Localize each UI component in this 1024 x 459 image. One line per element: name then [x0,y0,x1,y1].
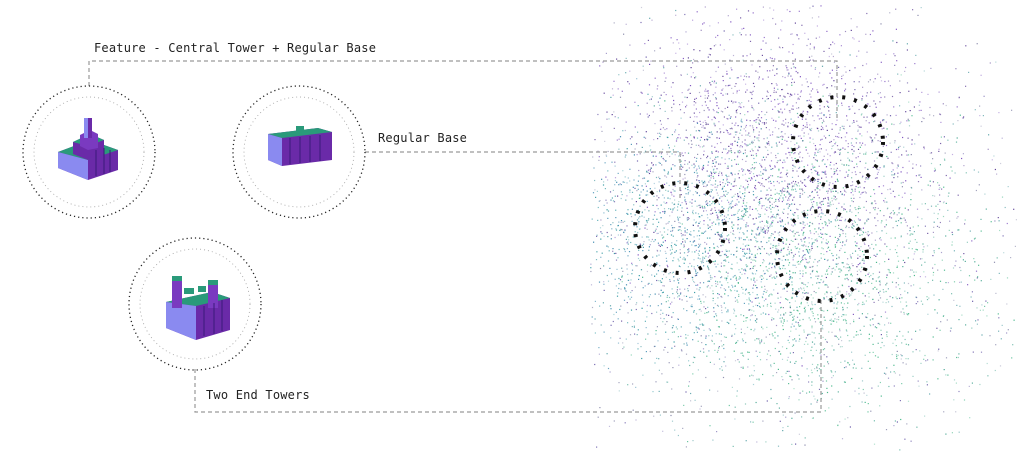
regular-base-model-icon [268,126,332,166]
ring-outer-regular-base [232,85,366,219]
connector-two-end-towers [194,300,822,413]
ring-inner-central-tower [33,96,145,208]
thumbnail-rings [22,85,366,371]
ring-outer-central-tower [22,85,156,219]
connector-central-tower [88,60,838,120]
ring-inner-regular-base [243,96,355,208]
cluster-markers [633,95,885,303]
cluster-marker-regular-base [633,181,727,275]
cluster-marker-two-end-towers [775,209,869,303]
cluster-marker-central-tower [791,95,885,189]
ring-outer-two-end-towers [128,237,262,371]
two-end-towers-model-icon [166,276,230,340]
label-regular-base: Regular Base [378,131,468,145]
connector-regular-base [365,151,681,200]
ring-inner-two-end-towers [139,248,251,360]
label-central-tower-regular-base: Feature - Central Tower + Regular Base [94,41,377,55]
label-two-end-towers: Two End Towers [206,388,310,402]
latent-scatter-cloud [590,5,1017,451]
connectors [88,60,838,413]
central-tower-model-icon [58,118,118,180]
